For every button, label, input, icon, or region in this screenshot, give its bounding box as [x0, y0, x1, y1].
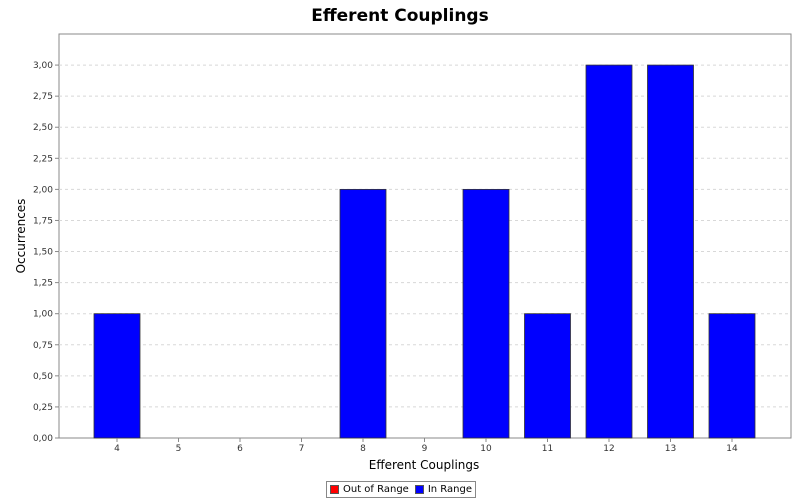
legend-label-out-of-range: Out of Range	[343, 484, 409, 495]
chart-svg: 0,00 0,25 0,50 0,75 1,00 1,25 1,50 1,75 2,00 2,25…	[14, 33, 792, 472]
x-tick-label: 4	[114, 444, 120, 454]
bars	[93, 64, 756, 439]
x-tick-label: 7	[299, 444, 305, 454]
y-tick-label: 2,00	[33, 185, 53, 195]
x-axis-label: Efferent Couplings	[369, 458, 480, 472]
x-tick-label: 5	[176, 444, 182, 454]
chart-title: Efferent Couplings	[311, 6, 489, 26]
y-tick-label: 0,25	[33, 403, 53, 413]
x-tick-label: 9	[422, 444, 428, 454]
bar-4	[93, 313, 141, 439]
legend-label-in-range: In Range	[427, 484, 472, 495]
gridlines	[59, 64, 791, 408]
bar-10	[462, 188, 510, 439]
x-tick-label: 6	[237, 444, 243, 454]
y-tick-label: 0,00	[33, 434, 53, 444]
x-tick-label: 11	[542, 444, 553, 454]
y-tick-label: 3,00	[33, 61, 53, 71]
x-tick-labels: 4 5 6 7 8 9 10 11 12 13 14	[114, 438, 738, 454]
y-axis-label: Occurrences	[14, 199, 28, 274]
y-tick-label: 1,00	[33, 310, 53, 320]
y-tick-label: 2,75	[33, 92, 53, 102]
bar-12	[585, 64, 633, 439]
y-tick-labels: 0,00 0,25 0,50 0,75 1,00 1,25 1,50 1,75 2,00 2,25…	[33, 61, 59, 444]
y-tick-label: 2,25	[33, 154, 53, 164]
x-tick-label: 14	[726, 444, 738, 454]
legend: Out of Range In Range	[326, 481, 476, 498]
legend-swatch-in-range	[414, 485, 424, 494]
y-tick-label: 2,50	[33, 123, 53, 133]
legend-item-out-of-range: Out of Range	[330, 484, 409, 495]
x-tick-label: 10	[480, 444, 492, 454]
bar-8	[339, 188, 387, 439]
x-tick-label: 12	[603, 444, 614, 454]
bar-13	[647, 64, 694, 439]
x-tick-label: 8	[360, 444, 366, 454]
y-tick-label: 0,50	[33, 372, 53, 382]
y-tick-label: 0,75	[33, 341, 53, 351]
bar-14	[708, 313, 756, 439]
legend-swatch-out-of-range	[330, 485, 339, 494]
y-tick-label: 1,25	[33, 279, 53, 289]
bar-11	[524, 313, 571, 439]
y-tick-label: 1,75	[33, 216, 53, 226]
x-tick-label: 13	[665, 444, 676, 454]
y-tick-label: 1,50	[33, 248, 53, 258]
legend-item-in-range: In Range	[414, 484, 472, 495]
